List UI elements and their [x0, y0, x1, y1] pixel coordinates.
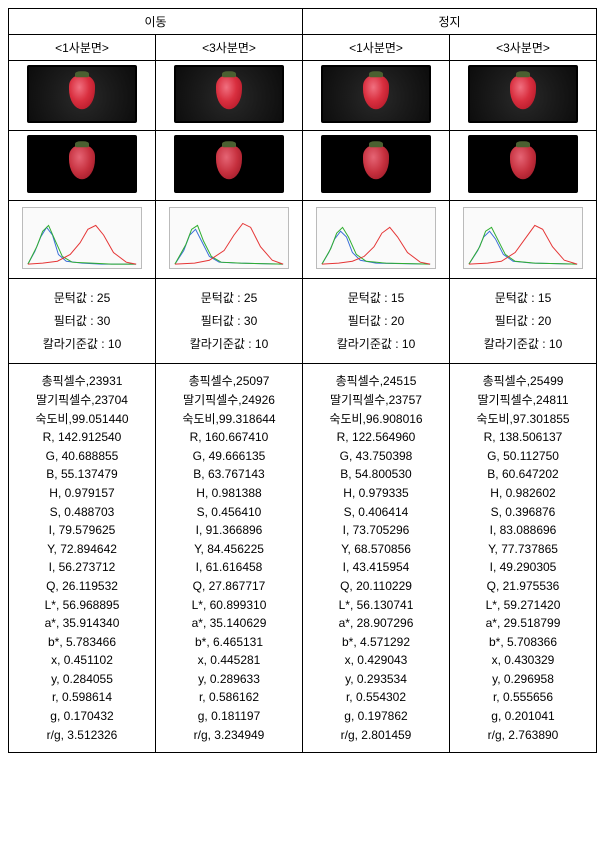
photo-segmented-c1: [9, 131, 156, 201]
params-c2: 문턱값 : 25 필터값 : 30 칼라기준값 : 10: [156, 279, 303, 364]
params-c4: 문턱값 : 15 필터값 : 20 칼라기준값 : 10: [450, 279, 597, 364]
header-moving: 이동: [9, 9, 303, 35]
histogram-c4: [450, 201, 597, 279]
subheader-q1-right: <1사분면>: [303, 35, 450, 61]
histogram-c1: [9, 201, 156, 279]
comparison-table: 이동 정지 <1사분면> <3사분면> <1사분면> <3사분면>: [8, 8, 597, 753]
photo-original-c2: [156, 61, 303, 131]
photo-original-c1: [9, 61, 156, 131]
metrics-c1: 총픽셀수,23931딸기픽셀수,23704숙도비,99.051440R, 142…: [9, 364, 156, 753]
metrics-c4: 총픽셀수,25499딸기픽셀수,24811숙도비,97.301855R, 138…: [450, 364, 597, 753]
params-c1: 문턱값 : 25 필터값 : 30 칼라기준값 : 10: [9, 279, 156, 364]
metrics-c2: 총픽셀수,25097딸기픽셀수,24926숙도비,99.318644R, 160…: [156, 364, 303, 753]
photo-segmented-c3: [303, 131, 450, 201]
header-still: 정지: [303, 9, 597, 35]
subheader-q1-left: <1사분면>: [9, 35, 156, 61]
histogram-c2: [156, 201, 303, 279]
histogram-c3: [303, 201, 450, 279]
photo-original-c4: [450, 61, 597, 131]
photo-segmented-c2: [156, 131, 303, 201]
params-c3: 문턱값 : 15 필터값 : 20 칼라기준값 : 10: [303, 279, 450, 364]
metrics-c3: 총픽셀수,24515딸기픽셀수,23757숙도비,96.908016R, 122…: [303, 364, 450, 753]
photo-original-c3: [303, 61, 450, 131]
photo-segmented-c4: [450, 131, 597, 201]
subheader-q3-left: <3사분면>: [156, 35, 303, 61]
subheader-q3-right: <3사분면>: [450, 35, 597, 61]
